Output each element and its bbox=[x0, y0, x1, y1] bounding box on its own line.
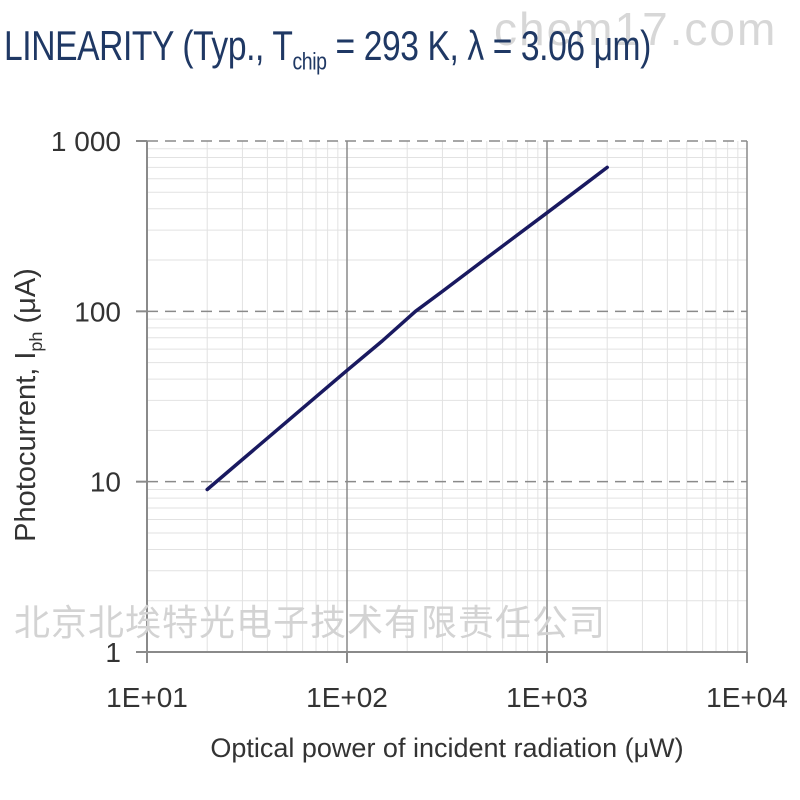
x-axis-label: Optical power of incident radiation (μW) bbox=[210, 733, 684, 763]
grid-major bbox=[146, 140, 748, 653]
y-tick-label: 1 000 bbox=[51, 126, 121, 157]
x-tick-label: 1E+03 bbox=[506, 682, 588, 713]
y-tick-label: 100 bbox=[74, 296, 121, 327]
watermark-company: 北京北埃特光电子技术有限责任公司 bbox=[14, 602, 607, 643]
y-axis-label-text: Photocurrent, I bbox=[10, 351, 42, 542]
x-tick-labels: 1E+01 1E+02 1E+03 1E+04 bbox=[106, 682, 788, 713]
chart-title-text: LINEARITY (Typ., T bbox=[4, 22, 293, 69]
grid-minor bbox=[147, 141, 747, 652]
chart-title-text-2: = 293 K, λ = 3.06 μm) bbox=[326, 22, 652, 69]
x-tick-label: 1E+01 bbox=[106, 682, 188, 713]
y-tick-label: 10 bbox=[90, 467, 121, 498]
y-axis-label-text-2: (μA) bbox=[10, 268, 42, 332]
y-tick-label: 1 bbox=[105, 637, 121, 668]
x-tick-label: 1E+04 bbox=[706, 682, 788, 713]
photocurrent-curve bbox=[205, 165, 609, 492]
chart-title-subscript: chip bbox=[292, 48, 327, 76]
y-axis-label-subscript: ph bbox=[25, 331, 46, 352]
watermark-chem17: chem17.com bbox=[494, 3, 778, 55]
chart-title: LINEARITY (Typ., Tchip = 293 K, λ = 3.06… bbox=[4, 22, 651, 76]
y-tick-labels: 1 10 100 1 000 bbox=[51, 126, 121, 668]
x-tick-label: 1E+02 bbox=[306, 682, 388, 713]
y-axis-label: Photocurrent, Iph (μA) bbox=[10, 195, 54, 615]
axis-ticks bbox=[136, 140, 748, 663]
